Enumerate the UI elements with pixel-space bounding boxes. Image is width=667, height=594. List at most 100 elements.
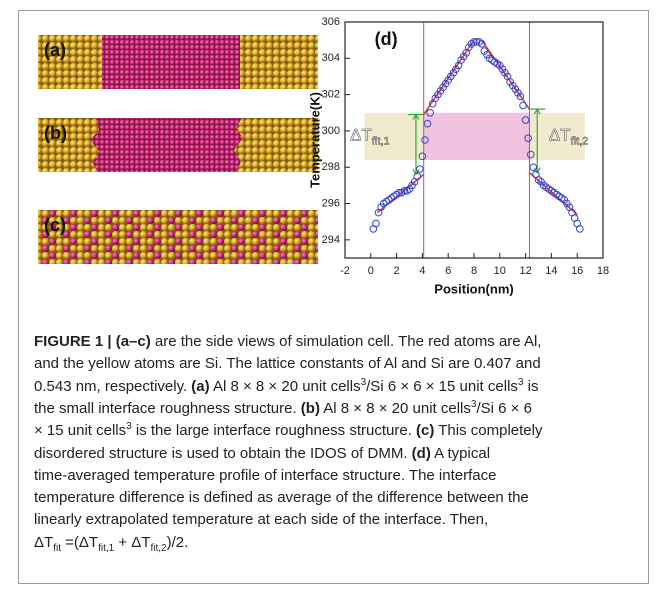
caption-text: time-averaged temperature profile of int… [34,466,497,484]
data-point [372,219,380,228]
x-tick-label: 18 [597,265,609,277]
caption-text: 3 [126,421,132,433]
caption-text: A typical [430,444,491,462]
caption-text: Al 8 × 8 × 20 unit cells [209,377,361,395]
x-tick-label: 10 [494,265,506,277]
y-tick-label: 300 [322,125,340,137]
data-point [413,172,422,181]
y-tick-label: 306 [322,16,340,28]
caption-text: 3 [360,376,367,388]
caption-text: 0.543 nm, respectively. [34,377,192,395]
panel-label: (b) [44,123,67,143]
caption-line: 0.543 nm, respectively. (a) Al 8 × 8 × 2… [34,377,538,397]
y-tick-label: 302 [322,89,340,101]
caption-text: (a) [191,377,210,395]
data-point [418,152,427,161]
caption-text: is [523,377,539,395]
x-axis-title: Position(nm) [434,281,513,296]
annotation-main: ΔT [350,126,372,145]
x-tick-label: 4 [419,265,425,277]
caption-text: Al 8 × 8 × 20 unit cells [319,399,471,417]
data-point [521,116,530,124]
caption-line: FIGURE 1 | (a–c) are the side views of s… [34,332,541,352]
caption-line: ΔTfit =(ΔTfit,1 + ΔTfit,2)/2. [34,533,189,554]
data-point [426,108,434,117]
y-axis-title: Temperature(K) [307,92,322,188]
y-tick-label: 298 [322,161,340,173]
caption-line: time-averaged temperature profile of int… [34,466,496,486]
caption-text: 3 [470,398,477,410]
x-tick-label: 12 [519,265,531,277]
data-point [575,225,584,233]
y-tick-label: 294 [322,234,340,246]
caption-text: )/2. [166,533,189,551]
fit-line [481,39,531,110]
caption-text: fit,1 [98,542,115,554]
caption-text: =(ΔT [60,533,99,551]
caption-text: /Si 6 × 6 × 15 unit cells [366,377,518,395]
x-tick-label: 14 [545,265,557,277]
x-tick-label: 6 [445,265,451,277]
caption-line: and the yellow atoms are Si. The lattice… [34,354,541,374]
caption-line: the small interface roughness structure.… [34,399,532,419]
caption-text: /Si 6 × 6 [476,399,532,417]
data-point [423,119,432,128]
data-point [526,150,535,159]
caption-text: is the large interface roughness structu… [131,422,417,440]
x-tick-label: 0 [368,265,374,277]
caption-text: ΔT [34,533,54,551]
mixed-region [38,210,318,264]
data-point [395,188,403,197]
annotation-sub: fit,1 [372,135,390,147]
data-point [477,39,486,48]
x-tick-label: 16 [571,265,583,277]
caption-text: (b) [300,399,320,417]
data-point [421,136,429,144]
data-point [416,165,424,173]
caption-text: This completely [434,422,543,440]
al-region [90,118,243,172]
caption-text: are the side views of simulation cell. T… [150,333,542,350]
fit-line [423,39,475,116]
caption-text: and the yellow atoms are Si. The lattice… [34,355,541,373]
caption-text: + ΔT [114,533,151,551]
data-point [470,38,478,46]
data-point [519,101,527,110]
annotation-main: ΔT [549,126,571,145]
panel-label: (c) [44,215,66,235]
al-region [102,35,240,89]
caption-text: temperature difference is defined as ave… [34,489,529,507]
band [529,112,585,160]
caption-text: (c) [416,422,435,440]
annotation: ΔTfit,2 [549,126,588,147]
data-point [516,92,525,101]
annotation: ΔTfit,1 [350,126,389,147]
y-tick-label: 304 [322,52,340,64]
caption-text: × 15 unit cells [34,422,127,440]
caption-text: FIGURE 1 | (a–c) [34,333,151,350]
data-point [472,38,481,46]
annotation-sub: fit,2 [571,135,589,147]
caption-line: disordered structure is used to obtain t… [34,444,490,464]
data-point [400,187,409,195]
caption-text: fit,2 [150,542,167,554]
caption-line: temperature difference is defined as ave… [34,488,529,508]
band [423,112,530,160]
x-tick-label: 2 [394,265,400,277]
y-tick-label: 296 [322,197,340,209]
caption-text: fit [53,542,61,554]
figure-graphics: (a) (b) (c) -2 0 2 4 6 8 10 12 14 16 18 294 296 298 300 30… [38,16,609,296]
caption-line: × 15 unit cells3 is the large interface … [34,421,542,441]
data-point [529,163,538,172]
caption-text: the small interface roughness structure. [34,399,301,417]
x-tick-label: 8 [471,265,477,277]
caption-text: 3 [517,376,524,388]
band [364,112,424,160]
panel-label: (d) [375,29,398,49]
panel-label: (a) [44,40,66,60]
figure-frame [18,10,649,584]
data-point [524,134,532,142]
caption-text: linearly extrapolated temperature at eac… [34,511,489,529]
caption-line: linearly extrapolated temperature at eac… [34,510,488,530]
